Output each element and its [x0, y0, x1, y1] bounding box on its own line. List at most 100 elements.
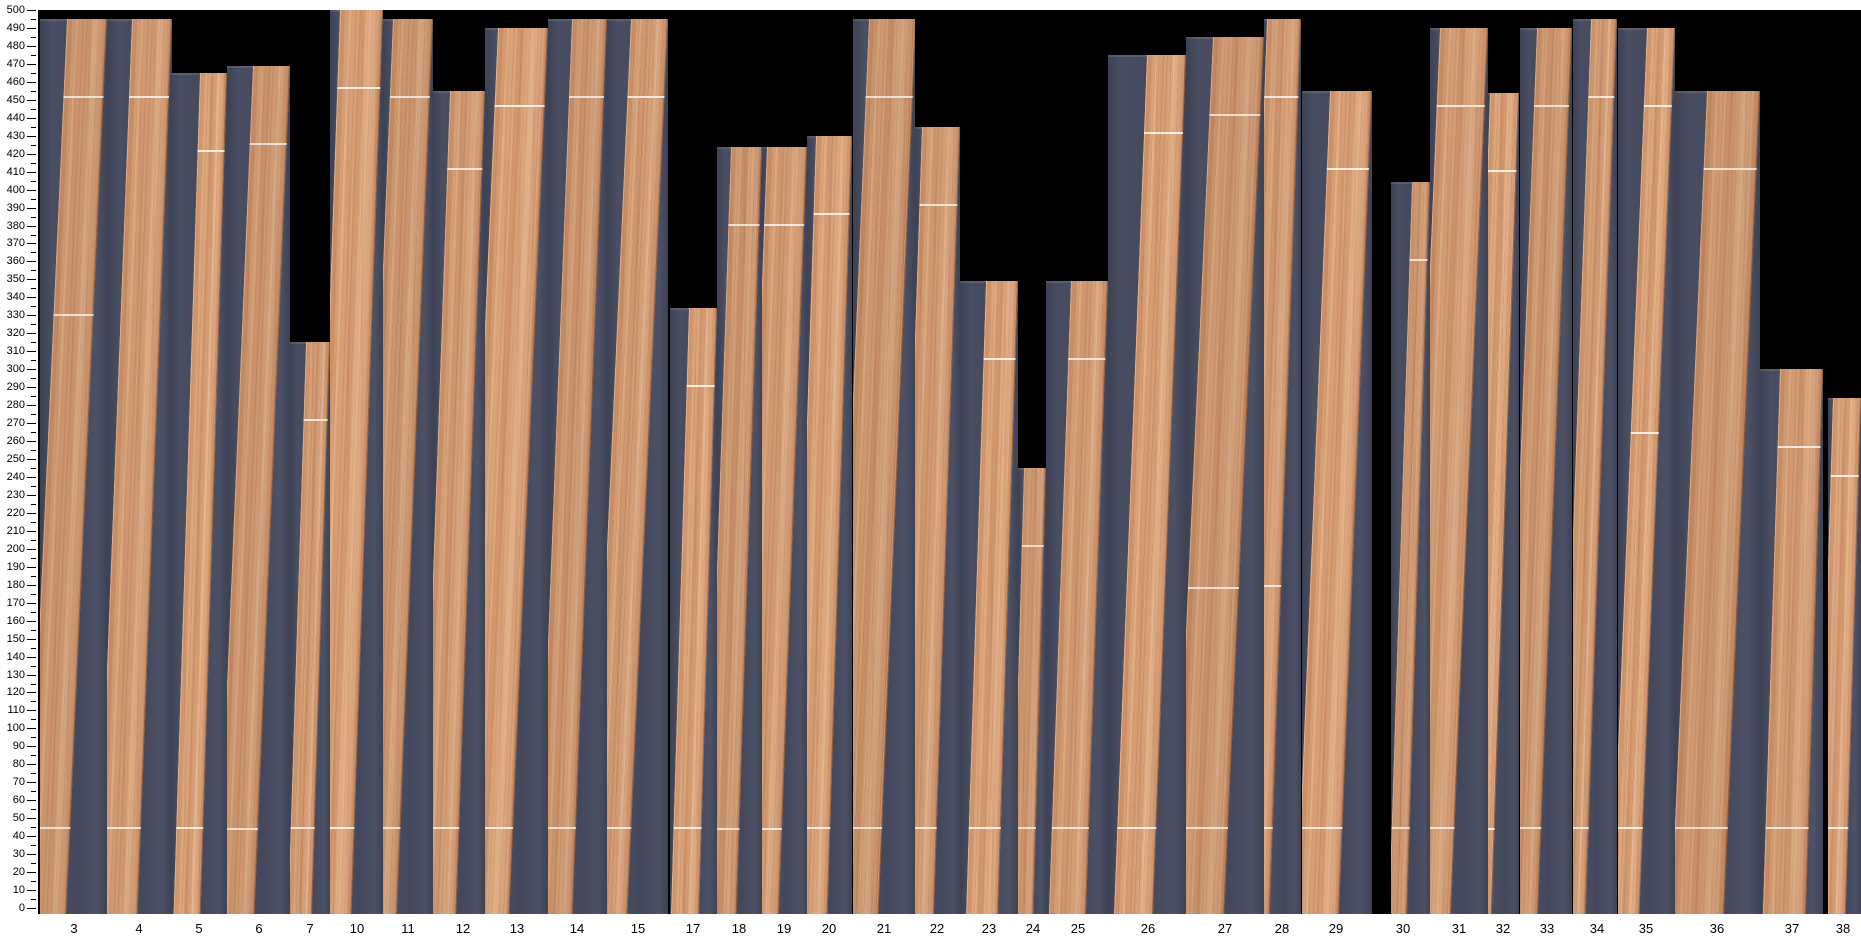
y-major-tick — [27, 584, 36, 586]
core-bar-19 — [762, 146, 807, 914]
segment-marker-line — [1587, 96, 1615, 99]
y-minor-tick — [31, 288, 36, 290]
core-bar-18 — [717, 146, 762, 914]
y-major-tick — [27, 117, 36, 119]
y-major-tick — [27, 333, 36, 335]
y-minor-tick — [31, 791, 36, 793]
segment-marker-line — [53, 313, 94, 316]
segment-marker-line — [1187, 586, 1240, 589]
y-tick-label: 150 — [6, 632, 25, 645]
y-minor-tick — [31, 899, 36, 901]
y-minor-tick — [31, 521, 36, 523]
y-major-tick — [27, 405, 36, 407]
y-major-tick — [27, 63, 36, 65]
x-tick-label-37: 37 — [1784, 921, 1800, 936]
core-bar-35 — [1618, 27, 1675, 914]
segment-marker-line — [303, 419, 328, 422]
segment-marker-line — [807, 827, 831, 830]
y-minor-tick — [31, 252, 36, 254]
y-minor-tick — [31, 18, 36, 20]
wood-core-strip — [1488, 92, 1519, 914]
core-bar-20 — [807, 135, 852, 914]
y-tick-label: 310 — [6, 345, 25, 358]
y-minor-tick — [31, 234, 36, 236]
y-major-tick — [27, 548, 36, 550]
segment-marker-line — [485, 827, 514, 830]
y-tick-label: 160 — [6, 614, 25, 627]
segment-marker-line — [1520, 827, 1542, 830]
segment-marker-line — [1068, 358, 1106, 361]
x-tick-label-34: 34 — [1589, 921, 1605, 936]
y-minor-tick — [31, 683, 36, 685]
y-minor-tick — [31, 198, 36, 200]
wood-core-strip — [1110, 54, 1186, 914]
wood-core-strip — [330, 10, 383, 914]
core-bar-34 — [1573, 18, 1617, 914]
y-major-tick — [27, 27, 36, 29]
segment-marker-line — [446, 168, 483, 171]
segment-marker-line — [983, 358, 1016, 361]
segment-marker-line — [227, 827, 259, 830]
core-bar-7 — [290, 342, 330, 914]
x-tick-label-26: 26 — [1140, 921, 1156, 936]
wood-core-strip — [762, 146, 807, 914]
y-tick-label: 470 — [6, 57, 25, 70]
segment-marker-line — [1018, 827, 1036, 830]
y-minor-tick — [31, 144, 36, 146]
wood-core-strip — [548, 18, 607, 914]
y-minor-tick — [31, 737, 36, 739]
segment-marker-line — [1533, 105, 1570, 108]
y-tick-label: 270 — [6, 417, 25, 430]
y-tick-label: 180 — [6, 578, 25, 591]
x-tick-label-35: 35 — [1638, 921, 1654, 936]
y-major-tick — [27, 135, 36, 137]
segment-marker-line — [433, 827, 460, 830]
y-major-tick — [27, 369, 36, 371]
y-major-tick — [27, 171, 36, 173]
core-bar-37 — [1760, 369, 1823, 914]
x-tick-label-17: 17 — [685, 921, 701, 936]
y-tick-label: 20 — [12, 866, 25, 879]
y-minor-tick — [31, 701, 36, 703]
y-tick-label: 390 — [6, 201, 25, 214]
y-tick-label: 380 — [6, 219, 25, 232]
y-major-tick — [27, 81, 36, 83]
segment-marker-line — [968, 827, 1001, 830]
wood-core-strip — [1302, 90, 1372, 914]
y-major-tick — [27, 423, 36, 425]
x-tick-label-24: 24 — [1025, 921, 1041, 936]
wood-core-strip — [1828, 397, 1861, 914]
y-tick-label: 440 — [6, 111, 25, 124]
y-tick-label: 480 — [6, 39, 25, 52]
y-major-tick — [27, 297, 36, 299]
y-major-tick — [27, 189, 36, 191]
y-major-tick — [27, 566, 36, 568]
segment-marker-line — [383, 827, 401, 830]
y-major-tick — [27, 728, 36, 730]
y-major-tick — [27, 854, 36, 856]
y-major-tick — [27, 674, 36, 676]
x-tick-label-23: 23 — [981, 921, 997, 936]
segment-marker-line — [813, 212, 850, 215]
segment-marker-line — [915, 827, 937, 830]
wood-core-strip — [1573, 18, 1617, 914]
y-minor-tick — [31, 611, 36, 613]
x-tick-label-12: 12 — [455, 921, 471, 936]
segment-marker-line — [627, 96, 665, 99]
y-major-tick — [27, 620, 36, 622]
y-tick-label: 430 — [6, 129, 25, 142]
y-major-tick — [27, 351, 36, 353]
core-bar-36 — [1675, 90, 1760, 914]
y-minor-tick — [31, 755, 36, 757]
y-minor-tick — [31, 72, 36, 74]
wood-core-strip — [433, 90, 485, 914]
core-bar-26 — [1108, 54, 1186, 914]
x-tick-label-38: 38 — [1835, 921, 1851, 936]
y-minor-tick — [31, 773, 36, 775]
core-bar-10 — [330, 10, 383, 914]
segment-marker-line — [1830, 475, 1859, 478]
y-major-tick — [27, 746, 36, 748]
y-major-tick — [27, 836, 36, 838]
x-tick-label-33: 33 — [1539, 921, 1555, 936]
